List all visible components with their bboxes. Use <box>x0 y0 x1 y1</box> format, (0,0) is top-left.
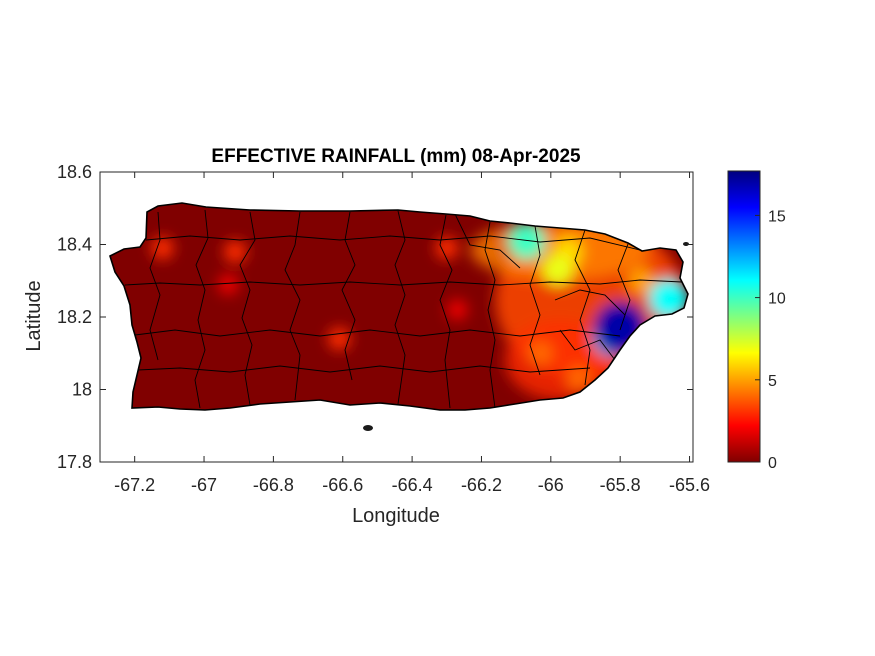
colorbar-tick-label: 5 <box>768 373 777 390</box>
municipal-boundary <box>574 229 591 386</box>
municipal-boundary <box>529 225 541 376</box>
municipal-boundary <box>134 329 621 337</box>
y-tick-label: 18.6 <box>57 162 92 182</box>
rain-hotspot <box>627 267 655 295</box>
x-tick-label: -67 <box>191 475 217 495</box>
rain-hotspot <box>151 236 174 260</box>
chart-title: EFFECTIVE RAINFALL (mm) 08-Apr-2025 <box>211 146 581 167</box>
island-layer <box>109 202 689 431</box>
x-tick-label: -66 <box>538 475 564 495</box>
municipal-boundary <box>137 365 591 373</box>
rain-hotspot <box>328 327 351 351</box>
y-tick-label: 18.4 <box>57 235 92 255</box>
rain-hotspot <box>435 236 459 260</box>
rainfall-field <box>151 220 688 400</box>
x-tick-label: -67.2 <box>114 475 155 495</box>
municipal-boundary <box>284 211 301 401</box>
y-tick-label: 17.8 <box>57 452 92 472</box>
municipal-boundary <box>484 221 496 409</box>
municipal-boundary <box>194 209 209 409</box>
municipal-boundary <box>454 213 521 269</box>
y-tick-label: 18 <box>72 380 92 400</box>
municipal-boundary <box>559 329 616 361</box>
x-axis-ticks: -67.2 -67 -66.8 -66.6 -66.4 -66.2 -66 -65.8 -65.… <box>114 172 710 495</box>
caja-de-muertos-island <box>363 425 373 431</box>
x-tick-label: -65.8 <box>600 475 641 495</box>
rain-hotspot <box>648 278 688 319</box>
x-tick-label: -66.4 <box>392 475 433 495</box>
rain-hotspot <box>218 274 239 295</box>
y-axis-label: Latitude <box>23 280 45 351</box>
y-axis-ticks: 17.8 18 18.2 18.4 18.6 <box>57 162 693 472</box>
island-coastline <box>109 202 689 411</box>
rain-hotspot <box>542 254 574 286</box>
municipal-boundary <box>149 211 161 361</box>
rain-hotspot <box>223 240 247 264</box>
colorbar: 0 5 10 15 <box>727 170 786 472</box>
municipal-boundary <box>394 210 406 405</box>
rain-hotspot <box>447 299 468 320</box>
y-tick-label: 18.2 <box>57 307 92 327</box>
x-tick-label: -66.2 <box>461 475 502 495</box>
municipal-boundary <box>554 289 626 316</box>
colorbar-gradient <box>727 170 761 463</box>
colorbar-tick-label: 15 <box>768 208 786 225</box>
colorbar-ticks: 0 5 10 15 <box>755 208 786 472</box>
colorbar-tick-label: 0 <box>768 455 777 472</box>
municipal-boundaries <box>124 209 683 409</box>
x-axis-label: Longitude <box>352 505 440 527</box>
municipal-boundary <box>439 214 453 409</box>
x-tick-label: -66.8 <box>253 475 294 495</box>
x-tick-label: -66.6 <box>322 475 363 495</box>
rain-hotspot <box>528 340 553 366</box>
colorbar-tick-label: 10 <box>768 291 786 308</box>
municipal-boundary <box>145 235 641 251</box>
x-tick-label: -65.6 <box>669 475 710 495</box>
municipal-boundary <box>124 279 683 286</box>
